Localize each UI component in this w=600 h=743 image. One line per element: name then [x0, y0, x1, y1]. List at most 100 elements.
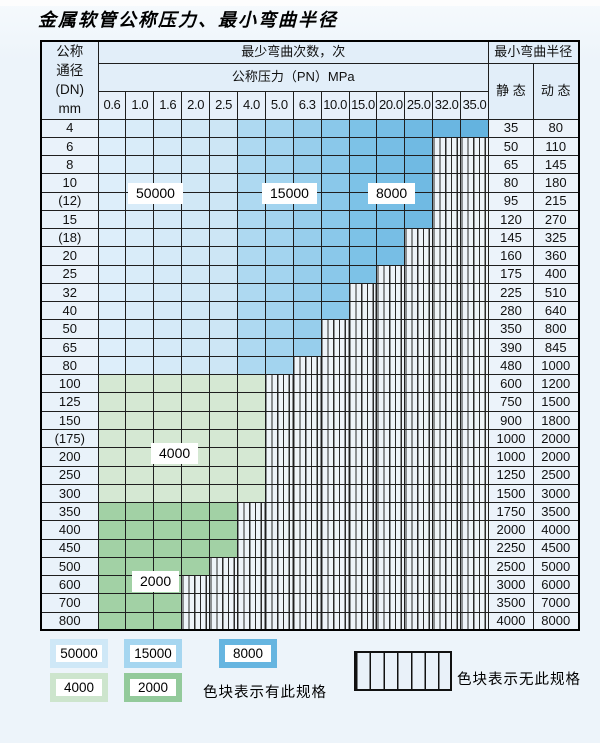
- no-spec-cell: [264, 520, 294, 540]
- cycle-cell: [264, 228, 294, 248]
- no-spec-cell: [432, 575, 462, 595]
- no-spec-cell: [292, 355, 322, 376]
- cycle-cell: [125, 282, 155, 303]
- no-spec-cell: [292, 575, 322, 595]
- dn-label: 150: [40, 410, 99, 431]
- cycle-cell: [209, 392, 238, 412]
- cycle-cell: [125, 209, 155, 230]
- cycle-cell: [320, 246, 350, 266]
- no-spec-cell: [236, 502, 266, 522]
- legend-swatch-2000: 2000: [124, 673, 182, 702]
- legend-swatch-8000: 8000: [219, 639, 277, 668]
- cycle-cell: [97, 118, 127, 138]
- cycle-cell: [404, 209, 434, 230]
- pressure-column-header: 20.0: [376, 90, 406, 120]
- no-spec-cell: [376, 355, 406, 376]
- cycle-cell: [292, 301, 322, 321]
- no-spec-cell: [404, 483, 434, 504]
- no-spec-cell: [432, 410, 462, 431]
- cycle-cell: [376, 136, 406, 157]
- cycle-cell: [125, 520, 155, 540]
- no-spec-cell: [460, 209, 489, 230]
- cycle-cell: [97, 429, 127, 449]
- cycle-cell: [97, 611, 127, 631]
- static-value: 65: [487, 155, 534, 175]
- dynamic-value: 110: [532, 136, 580, 157]
- no-spec-cell: [460, 483, 489, 504]
- no-spec-cell: [236, 611, 266, 631]
- dn-label: 80: [40, 355, 99, 376]
- pressure-column-header: 35.0: [460, 90, 489, 120]
- no-spec-cell: [320, 374, 350, 394]
- no-spec-cell: [348, 374, 378, 394]
- cycle-cell: [153, 538, 183, 558]
- static-value: 1250: [487, 465, 534, 485]
- cycle-cell: [153, 520, 183, 540]
- dn-label: 65: [40, 337, 99, 357]
- cycle-cell: [264, 246, 294, 266]
- static-value: 2250: [487, 538, 534, 558]
- cycle-cell: [97, 228, 127, 248]
- no-spec-cell: [460, 374, 489, 394]
- no-spec-cell: [432, 611, 462, 631]
- no-spec-cell: [432, 429, 462, 449]
- region-label-50000: 50000: [128, 183, 183, 204]
- no-spec-cell: [348, 538, 378, 558]
- no-spec-cell: [320, 447, 350, 467]
- cycle-cell: [125, 538, 155, 558]
- no-spec-cell: [264, 410, 294, 431]
- static-value: 120: [487, 209, 534, 230]
- cycle-cell: [292, 264, 322, 284]
- cycle-cell: [153, 410, 183, 431]
- no-spec-cell: [264, 593, 294, 613]
- dynamic-value: 1800: [532, 410, 580, 431]
- cycle-cell: [209, 538, 238, 558]
- no-spec-cell: [460, 191, 489, 211]
- cycle-cell: [376, 209, 406, 230]
- cycle-cell: [97, 319, 127, 339]
- dynamic-value: 270: [532, 209, 580, 230]
- no-spec-cell: [348, 355, 378, 376]
- no-spec-cell: [432, 465, 462, 485]
- no-spec-cell: [320, 429, 350, 449]
- no-spec-cell: [264, 575, 294, 595]
- cycle-cell: [125, 392, 155, 412]
- no-spec-cell: [320, 575, 350, 595]
- cycle-cell: [153, 282, 183, 303]
- cycle-cell: [97, 392, 127, 412]
- no-spec-cell: [348, 282, 378, 303]
- no-spec-cell: [404, 429, 434, 449]
- cycle-cell: [209, 118, 238, 138]
- cycle-cell: [320, 191, 350, 211]
- dynamic-value: 360: [532, 246, 580, 266]
- no-spec-cell: [404, 228, 434, 248]
- cycle-cell: [264, 264, 294, 284]
- dynamic-value: 640: [532, 301, 580, 321]
- cycle-cell: [264, 118, 294, 138]
- dynamic-value: 8000: [532, 611, 580, 631]
- cycle-cell: [153, 136, 183, 157]
- no-spec-cell: [292, 429, 322, 449]
- no-spec-cell: [376, 429, 406, 449]
- cycle-cell: [181, 173, 211, 193]
- static-value: 3000: [487, 575, 534, 595]
- no-spec-cell: [404, 319, 434, 339]
- no-spec-cell: [209, 593, 238, 613]
- no-spec-cell: [460, 611, 489, 631]
- static-value: 50: [487, 136, 534, 157]
- cycle-cell: [97, 246, 127, 266]
- cycle-cell: [209, 264, 238, 284]
- cycle-cell: [376, 246, 406, 266]
- cycle-cell: [432, 118, 462, 138]
- cycle-cell: [292, 319, 322, 339]
- cycle-cell: [264, 282, 294, 303]
- static-value: 95: [487, 191, 534, 211]
- no-spec-cell: [432, 538, 462, 558]
- cycle-cell: [97, 465, 127, 485]
- cycle-cell: [209, 355, 238, 376]
- dynamic-value: 2000: [532, 447, 580, 467]
- cycle-cell: [236, 209, 266, 230]
- no-spec-cell: [348, 319, 378, 339]
- cycle-cell: [181, 502, 211, 522]
- static-value: 1000: [487, 447, 534, 467]
